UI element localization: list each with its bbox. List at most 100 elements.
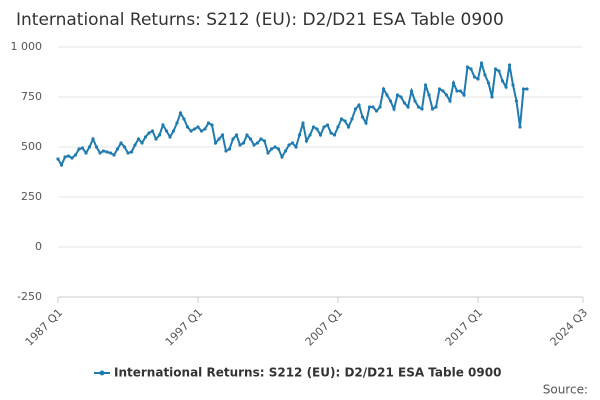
point (402, 101, 407, 105)
point (465, 65, 470, 69)
point (430, 107, 435, 111)
y-tick-label: 500 (21, 140, 42, 153)
point (94, 145, 99, 149)
point (178, 111, 183, 115)
point (245, 133, 249, 137)
point (73, 153, 78, 157)
point (406, 105, 410, 109)
point (59, 163, 64, 167)
x-tick-label: 1987 Q1 (23, 306, 66, 349)
line (57, 62, 527, 168)
point (388, 99, 393, 103)
point (507, 63, 512, 67)
point (395, 93, 400, 97)
point (521, 87, 526, 91)
point (486, 81, 491, 85)
point (175, 121, 179, 125)
point (350, 117, 354, 121)
point (189, 129, 193, 133)
point (437, 87, 442, 91)
point (105, 150, 109, 154)
x-tick-label: 2007 Q1 (303, 306, 346, 349)
point (115, 147, 120, 151)
point (399, 95, 403, 99)
point (329, 131, 333, 135)
point (192, 127, 197, 131)
point (143, 135, 148, 139)
point (451, 81, 456, 85)
point (101, 149, 106, 153)
point (301, 121, 305, 125)
point (364, 121, 368, 125)
point (458, 89, 463, 93)
point (84, 151, 88, 155)
point (462, 93, 466, 97)
point (514, 99, 519, 103)
point (87, 145, 92, 149)
point (70, 156, 74, 160)
point (238, 143, 242, 147)
point (409, 89, 414, 93)
point (427, 93, 431, 97)
point (416, 105, 421, 109)
point (203, 127, 207, 131)
point (518, 125, 522, 129)
point (196, 125, 200, 129)
point (259, 137, 263, 141)
point (56, 157, 60, 161)
point (374, 109, 379, 113)
point (392, 107, 396, 111)
point (231, 137, 235, 141)
point (423, 83, 428, 87)
point (122, 145, 127, 149)
point (511, 83, 515, 87)
point (367, 105, 372, 109)
point (290, 141, 295, 145)
point (297, 133, 302, 137)
point (136, 137, 141, 141)
point (315, 127, 319, 131)
point (283, 149, 288, 153)
point (171, 129, 176, 133)
point (108, 151, 113, 155)
point (133, 143, 137, 147)
point (266, 151, 270, 155)
point (276, 147, 281, 151)
y-tick-label: 250 (21, 190, 42, 203)
point (255, 141, 260, 145)
point (224, 149, 228, 153)
point (199, 129, 204, 133)
point (311, 125, 316, 129)
point (497, 69, 501, 73)
point (455, 89, 459, 93)
point (77, 147, 81, 151)
x-tick-label: 2024 Q3 (548, 306, 591, 349)
point (346, 125, 351, 129)
point (381, 87, 386, 91)
point (154, 137, 158, 141)
point (98, 151, 102, 155)
point (413, 99, 417, 103)
y-tick-label: 750 (21, 90, 42, 103)
point (441, 89, 445, 93)
point (66, 154, 71, 158)
point (339, 117, 344, 121)
point (63, 155, 67, 159)
point (91, 137, 95, 141)
point (420, 107, 424, 111)
point (80, 146, 85, 150)
point (182, 117, 186, 121)
point (448, 99, 452, 103)
point (161, 123, 165, 127)
point (476, 77, 480, 81)
point (220, 133, 225, 137)
point (119, 141, 123, 145)
point (493, 67, 498, 71)
point (525, 87, 529, 91)
point (185, 125, 190, 129)
source: Source: (543, 383, 588, 397)
point (280, 155, 284, 159)
point (273, 145, 277, 149)
point (168, 135, 172, 139)
